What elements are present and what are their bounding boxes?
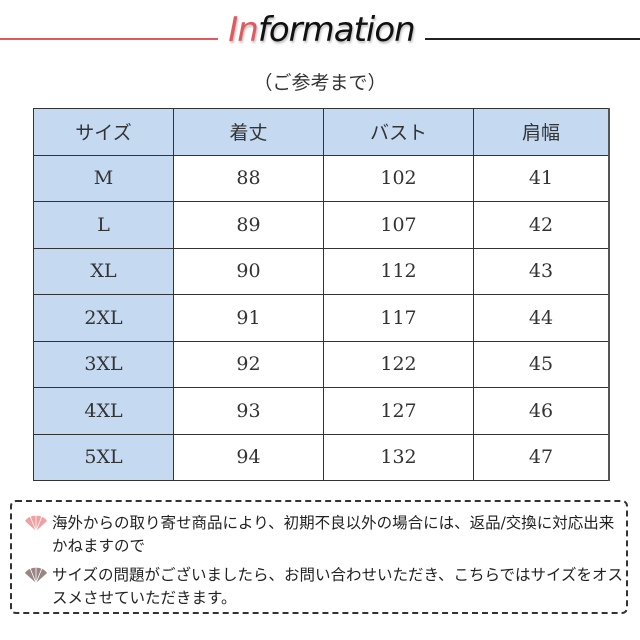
length-cell: 89 [173, 201, 324, 249]
size-cell: L [33, 201, 174, 249]
length-cell: 88 [173, 154, 324, 202]
length-cell: 94 [173, 433, 324, 481]
size-cell: XL [33, 247, 174, 295]
note-text: 海外からの取り寄せ商品により、初期不良以外の場合には、返品/交換に対応出来かねま… [52, 514, 615, 555]
size-cell: 3XL [33, 340, 174, 388]
table-row: XL 90 112 43 [33, 247, 610, 295]
table-row: 2XL 91 117 44 [33, 294, 610, 342]
table-header-row: サイズ 着丈 バスト 肩幅 [33, 108, 610, 156]
subtitle: （ご参考まで） [253, 72, 387, 94]
bust-cell: 117 [323, 294, 474, 342]
size-cell: 5XL [33, 433, 174, 481]
header-bust: バスト [323, 108, 474, 156]
notes-box: 海外からの取り寄せ商品により、初期不良以外の場合には、返品/交換に対応出来かねま… [10, 500, 628, 614]
bust-cell: 112 [323, 247, 474, 295]
size-cell: 2XL [33, 294, 174, 342]
table-row: 3XL 92 122 45 [33, 340, 610, 388]
table-row: 4XL 93 127 46 [33, 387, 610, 435]
size-cell: M [33, 154, 174, 202]
bust-cell: 122 [323, 340, 474, 388]
bust-cell: 127 [323, 387, 474, 435]
shoulder-cell: 46 [473, 387, 610, 435]
size-cell: 4XL [33, 387, 174, 435]
shoulder-cell: 44 [473, 294, 610, 342]
page-title: Information [218, 10, 425, 50]
fan-icon [25, 514, 47, 532]
length-cell: 91 [173, 294, 324, 342]
title-rest: formation [257, 10, 416, 50]
title-highlight: In [228, 10, 259, 50]
bust-cell: 107 [323, 201, 474, 249]
shoulder-cell: 43 [473, 247, 610, 295]
shoulder-cell: 41 [473, 154, 610, 202]
shoulder-cell: 45 [473, 340, 610, 388]
length-cell: 90 [173, 247, 324, 295]
title-line-right [425, 38, 640, 40]
length-cell: 93 [173, 387, 324, 435]
shoulder-cell: 42 [473, 201, 610, 249]
table-row: M 88 102 41 [33, 154, 610, 202]
header-size: サイズ [33, 108, 174, 156]
title-line-left [0, 38, 218, 40]
table-row: 5XL 94 132 47 [33, 433, 610, 481]
fan-icon [25, 566, 47, 584]
table-row: L 89 107 42 [33, 201, 610, 249]
length-cell: 92 [173, 340, 324, 388]
note-size-advice: サイズの問題がございましたら、お問い合わせいただき、こちらではサイズをオススメさ… [25, 564, 627, 610]
header-length: 着丈 [173, 108, 324, 156]
shoulder-cell: 47 [473, 433, 610, 481]
note-text: サイズの問題がございましたら、お問い合わせいただき、こちらではサイズをオススメさ… [52, 566, 624, 607]
bust-cell: 132 [323, 433, 474, 481]
size-table: サイズ 着丈 バスト 肩幅 M 88 102 41 L 89 107 42 XL 90 112 43 2… [33, 108, 610, 481]
header-shoulder: 肩幅 [473, 108, 610, 156]
note-return-policy: 海外からの取り寄せ商品により、初期不良以外の場合には、返品/交換に対応出来かねま… [25, 512, 627, 558]
bust-cell: 102 [323, 154, 474, 202]
